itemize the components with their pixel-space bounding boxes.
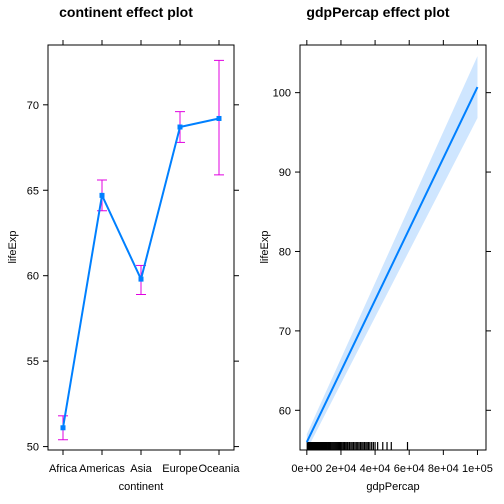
continent-effect-point — [177, 124, 183, 130]
continent-plot-frame — [47, 44, 235, 451]
gdppercap-x-tick-label: 0e+00 — [291, 463, 322, 475]
continent-x-ticks: Africa Americas Asia Europe Oceania — [49, 40, 240, 475]
continent-effect-point — [138, 276, 144, 282]
gdppercap-rug — [306, 442, 409, 450]
continent-error-bars — [58, 59, 224, 441]
continent-y-axis-label: lifeExp — [7, 230, 19, 263]
continent-x-tick-label: Europe — [162, 463, 197, 475]
continent-effect-point — [99, 192, 105, 198]
gdppercap-y-tick-label: 70 — [279, 326, 291, 338]
gdppercap-x-tick-label: 8e+04 — [428, 463, 459, 475]
gdppercap-x-tick-label: 1e+05 — [462, 463, 493, 475]
gdppercap-y-tick-label: 80 — [279, 246, 291, 258]
gdppercap-plot-frame — [299, 44, 487, 451]
continent-y-tick-label: 50 — [27, 442, 39, 454]
continent-x-tick-label: Oceania — [199, 463, 241, 475]
gdppercap-y-axis-label: lifeExp — [259, 230, 271, 263]
continent-x-axis-label: continent — [119, 481, 164, 493]
gdppercap-x-tick-label: 4e+04 — [360, 463, 391, 475]
gdppercap-y-tick-label: 90 — [279, 167, 291, 179]
continent-x-tick-label: Africa — [49, 463, 78, 475]
continent-y-tick-label: 55 — [27, 356, 39, 368]
continent-y-ticks: 50 55 60 65 70 — [27, 100, 239, 454]
continent-y-tick-label: 70 — [27, 100, 39, 112]
continent-effect-point — [60, 425, 66, 431]
continent-y-tick-label: 60 — [27, 271, 39, 283]
gdppercap-x-tick-label: 6e+04 — [394, 463, 425, 475]
continent-effect-point — [216, 115, 222, 121]
gdppercap-y-tick-label: 60 — [279, 405, 291, 417]
continent-x-tick-label: Asia — [130, 463, 152, 475]
continent-y-tick-label: 65 — [27, 185, 39, 197]
continent-effect-points — [60, 115, 222, 431]
gdppercap-y-ticks: 60 70 80 90 100 — [273, 88, 491, 417]
gdppercap-x-tick-label: 2e+04 — [326, 463, 357, 475]
gdppercap-effect-panel: gdpPercap effect plot 0e+00 2e+04 4e+04 6e+… — [259, 4, 493, 493]
continent-x-tick-label: Americas — [79, 463, 125, 475]
gdppercap-effect-line — [305, 86, 479, 443]
continent-plot-title: continent effect plot — [59, 4, 193, 20]
gdppercap-y-tick-label: 100 — [273, 88, 291, 100]
continent-effect-panel: continent effect plot Africa Americas Asia… — [7, 4, 240, 493]
gdppercap-plot-title: gdpPercap effect plot — [306, 4, 449, 20]
gdppercap-x-ticks: 0e+00 2e+04 4e+04 6e+04 8e+04 1e+05 — [291, 40, 493, 475]
gdppercap-x-axis-label: gdpPercap — [366, 481, 419, 493]
